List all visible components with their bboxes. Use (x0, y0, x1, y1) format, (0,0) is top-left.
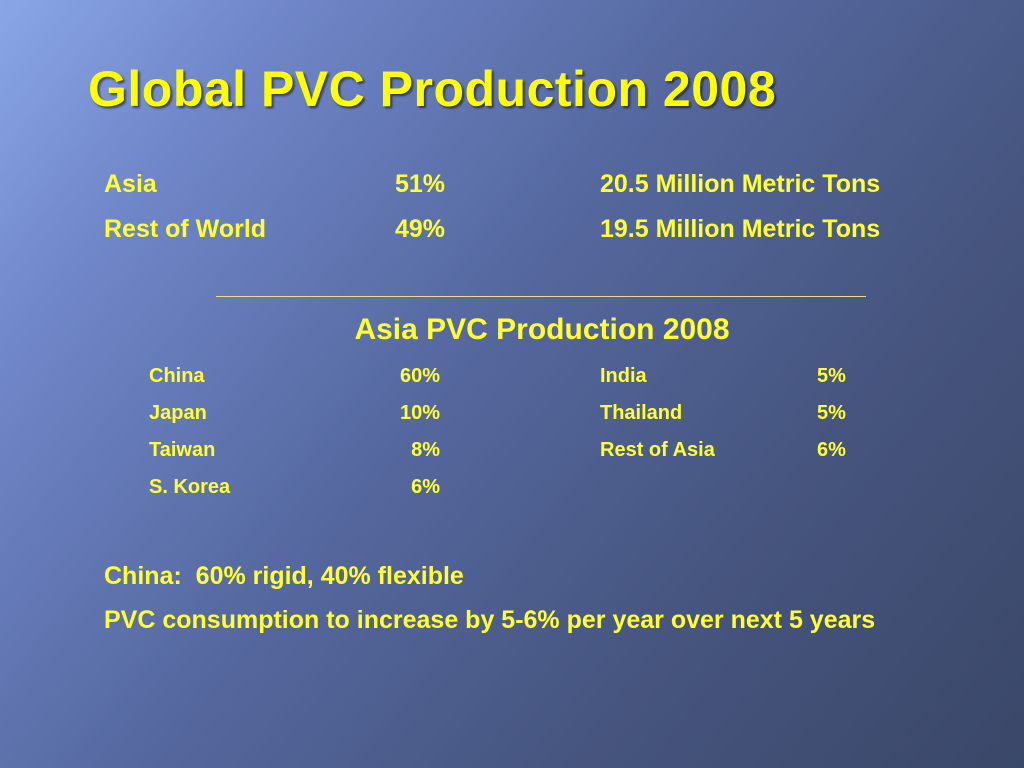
country-label: Taiwan (149, 439, 216, 461)
country-share: 5% (817, 365, 846, 387)
country-share: 6% (411, 476, 440, 498)
country-label: Rest of Asia (600, 439, 715, 461)
country-share: 8% (411, 439, 440, 461)
country-share: 6% (817, 439, 846, 461)
country-share: 10% (399, 402, 440, 424)
slide-title: Global PVC Production 2008 (88, 61, 777, 117)
country-label: China (149, 365, 205, 387)
country-share: 5% (817, 402, 846, 424)
country-label: India (600, 365, 647, 387)
region-tons: 20.5 Million Metric Tons (600, 170, 881, 198)
note-text: China: 60% rigid, 40% flexible (104, 562, 464, 590)
region-share: 49% (395, 215, 446, 243)
country-label: Thailand (600, 402, 683, 424)
country-share: 60% (399, 365, 440, 387)
region-tons: 19.5 Million Metric Tons (600, 215, 881, 243)
asia-row: Japan 10% Thailand 5% (0, 402, 1024, 436)
country-label: Japan (149, 402, 207, 424)
region-share: 51% (395, 170, 446, 198)
asia-row: S. Korea 6% (0, 476, 1024, 510)
note-text: PVC consumption to increase by 5-6% per … (104, 606, 876, 634)
note-consumption-growth: PVC consumption to increase by 5-6% per … (104, 606, 1004, 640)
region-label: Rest of World (104, 215, 267, 243)
asia-row: China 60% India 5% (0, 365, 1024, 399)
asia-row: Taiwan 8% Rest of Asia 6% (0, 439, 1024, 473)
global-row-asia: Asia 51% 20.5 Million Metric Tons (0, 170, 1024, 204)
country-label: S. Korea (149, 476, 231, 498)
region-label: Asia (104, 170, 157, 198)
note-china-rigid-flexible: China: 60% rigid, 40% flexible (104, 562, 1004, 596)
section-divider (216, 296, 866, 297)
asia-heading: Asia PVC Production 2008 (354, 313, 730, 346)
global-row-rest-of-world: Rest of World 49% 19.5 Million Metric To… (0, 215, 1024, 249)
